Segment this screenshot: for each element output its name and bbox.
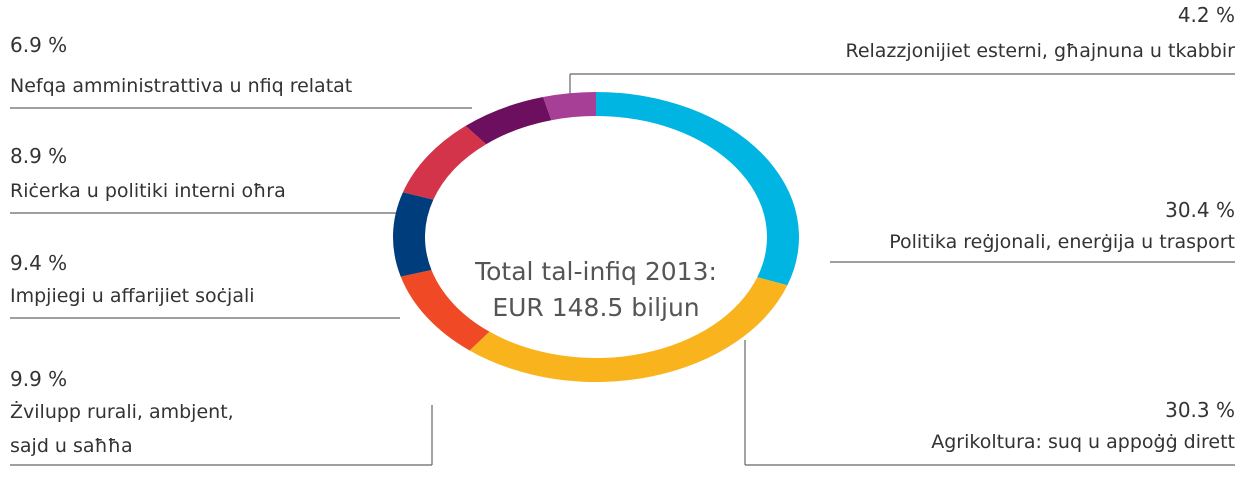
donut-slice xyxy=(596,92,799,286)
value-label: 8.9 % xyxy=(10,144,67,168)
donut-slice xyxy=(400,270,490,351)
category-label: Nefqa amministrattiva u nfiq relatat xyxy=(10,75,352,97)
value-label: 9.4 % xyxy=(10,251,67,275)
value-label: 6.9 % xyxy=(10,33,67,57)
category-label: Agrikoltura: suq u appoġġ dirett xyxy=(931,431,1235,453)
donut-slice xyxy=(469,277,788,382)
donut-slice xyxy=(543,92,596,121)
leader-lines xyxy=(10,73,1235,466)
category-label: Riċerka u politiki interni oħra xyxy=(10,180,286,202)
category-label: Politika reġjonali, enerġija u trasport xyxy=(889,231,1235,253)
center-text: EUR 148.5 biljun xyxy=(492,293,699,322)
value-label: 30.4 % xyxy=(1165,198,1235,222)
category-label: Żvilupp rurali, ambjent, xyxy=(10,400,234,423)
value-label: 9.9 % xyxy=(10,367,67,391)
donut-slice xyxy=(392,192,434,277)
donut-slice xyxy=(402,125,487,200)
value-label: 30.3 % xyxy=(1165,398,1235,422)
donut-slice xyxy=(465,97,552,145)
category-label: sajd u saħħa xyxy=(10,435,133,457)
value-label: 4.2 % xyxy=(1178,3,1235,27)
category-label: Relazzjonijiet esterni, għajnuna u tkabb… xyxy=(845,40,1235,62)
category-label: Impjiegi u affarijiet soċjali xyxy=(10,285,255,307)
center-text: Total tal-infiq 2013: xyxy=(474,257,717,286)
